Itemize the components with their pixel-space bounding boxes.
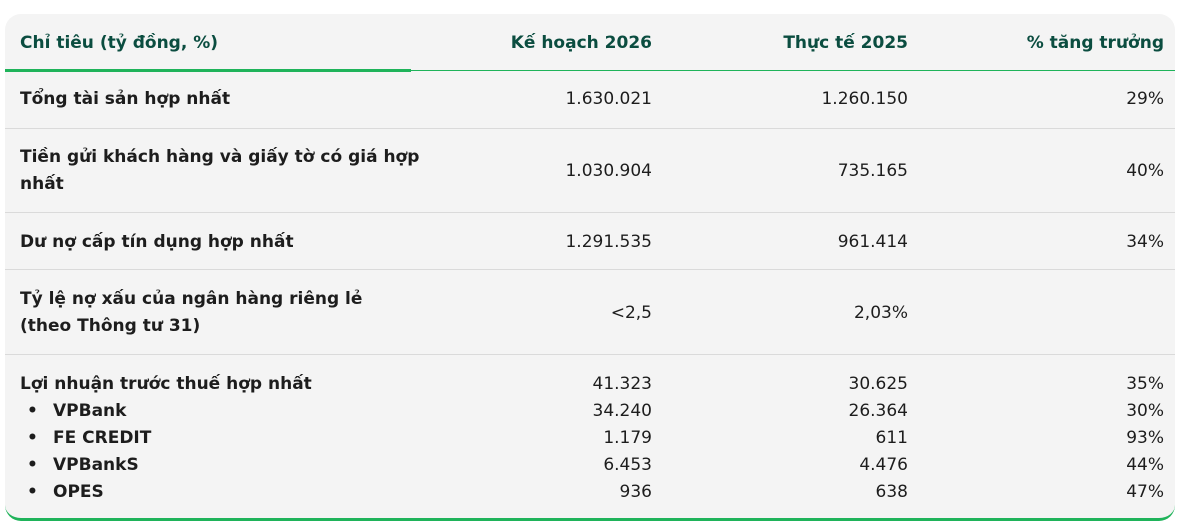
subrow-plan: 6.453 bbox=[603, 455, 652, 475]
subrow-growth: 30% bbox=[1126, 401, 1164, 421]
row-actual: 1.260.150 bbox=[821, 89, 908, 109]
row-label: Lợi nhuận trước thuế hợp nhất bbox=[20, 374, 312, 394]
row-plan: 1.030.904 bbox=[565, 161, 652, 181]
row-growth: 29% bbox=[1126, 89, 1164, 109]
table-row: Dư nợ cấp tín dụng hợp nhất 1.291.535 96… bbox=[5, 213, 1175, 270]
row-actual: 735.165 bbox=[837, 161, 908, 181]
row-plan: 1.630.021 bbox=[565, 89, 652, 109]
table-row: Tiền gửi khách hàng và giấy tờ có giá hợ… bbox=[5, 129, 1175, 213]
subrow-plan: 1.179 bbox=[603, 428, 652, 448]
bullet-icon: • bbox=[27, 455, 38, 475]
header-plan: Kế hoạch 2026 bbox=[510, 33, 652, 53]
row-label: Dư nợ cấp tín dụng hợp nhất bbox=[20, 232, 294, 252]
subrow-label: VPBank bbox=[53, 401, 127, 421]
row-actual: 961.414 bbox=[837, 232, 908, 252]
subrow-actual: 638 bbox=[875, 482, 908, 502]
row-label: Tổng tài sản hợp nhất bbox=[20, 89, 231, 109]
row-label: Tỷ lệ nợ xấu của ngân hàng riêng lẻ (the… bbox=[20, 289, 363, 336]
row-growth: 40% bbox=[1126, 161, 1164, 181]
subrow-actual: 26.364 bbox=[848, 401, 908, 421]
subrow-label: VPBankS bbox=[53, 455, 139, 475]
subrow-plan: 936 bbox=[619, 482, 652, 502]
subrow-growth: 47% bbox=[1126, 482, 1164, 502]
header-actual: Thực tế 2025 bbox=[783, 33, 908, 53]
row-plan: <2,5 bbox=[610, 303, 652, 323]
targets-table: Chỉ tiêu (tỷ đồng, %) Kế hoạch 2026 Thực… bbox=[5, 14, 1175, 521]
header-indicator: Chỉ tiêu (tỷ đồng, %) bbox=[20, 33, 219, 53]
subrow-growth: 44% bbox=[1126, 455, 1164, 475]
subrow-label: OPES bbox=[53, 482, 104, 502]
row-plan: 1.291.535 bbox=[565, 232, 652, 252]
row-actual: 2,03% bbox=[853, 303, 908, 323]
row-actual: 30.625 bbox=[848, 374, 908, 394]
subrow-plan: 34.240 bbox=[592, 401, 652, 421]
subrow-actual: 4.476 bbox=[859, 455, 908, 475]
subrow-growth: 93% bbox=[1126, 428, 1164, 448]
table-row: Tổng tài sản hợp nhất 1.630.021 1.260.15… bbox=[5, 71, 1175, 129]
table-header: Chỉ tiêu (tỷ đồng, %) Kế hoạch 2026 Thực… bbox=[5, 14, 1175, 72]
table-row-profit: Lợi nhuận trước thuế hợp nhất 41.323 30.… bbox=[5, 355, 1175, 515]
row-growth: 34% bbox=[1126, 232, 1164, 252]
bullet-icon: • bbox=[27, 428, 38, 448]
row-growth: 35% bbox=[1126, 374, 1164, 394]
subrow-actual: 611 bbox=[875, 428, 908, 448]
bullet-icon: • bbox=[27, 401, 38, 421]
row-label: Tiền gửi khách hàng và giấy tờ có giá hợ… bbox=[20, 147, 420, 194]
header-growth: % tăng trưởng bbox=[1026, 33, 1164, 53]
header-accent-line bbox=[5, 69, 411, 72]
table-row: Tỷ lệ nợ xấu của ngân hàng riêng lẻ (the… bbox=[5, 270, 1175, 355]
row-plan: 41.323 bbox=[592, 374, 652, 394]
subrow-label: FE CREDIT bbox=[53, 428, 152, 448]
bullet-icon: • bbox=[27, 482, 38, 502]
